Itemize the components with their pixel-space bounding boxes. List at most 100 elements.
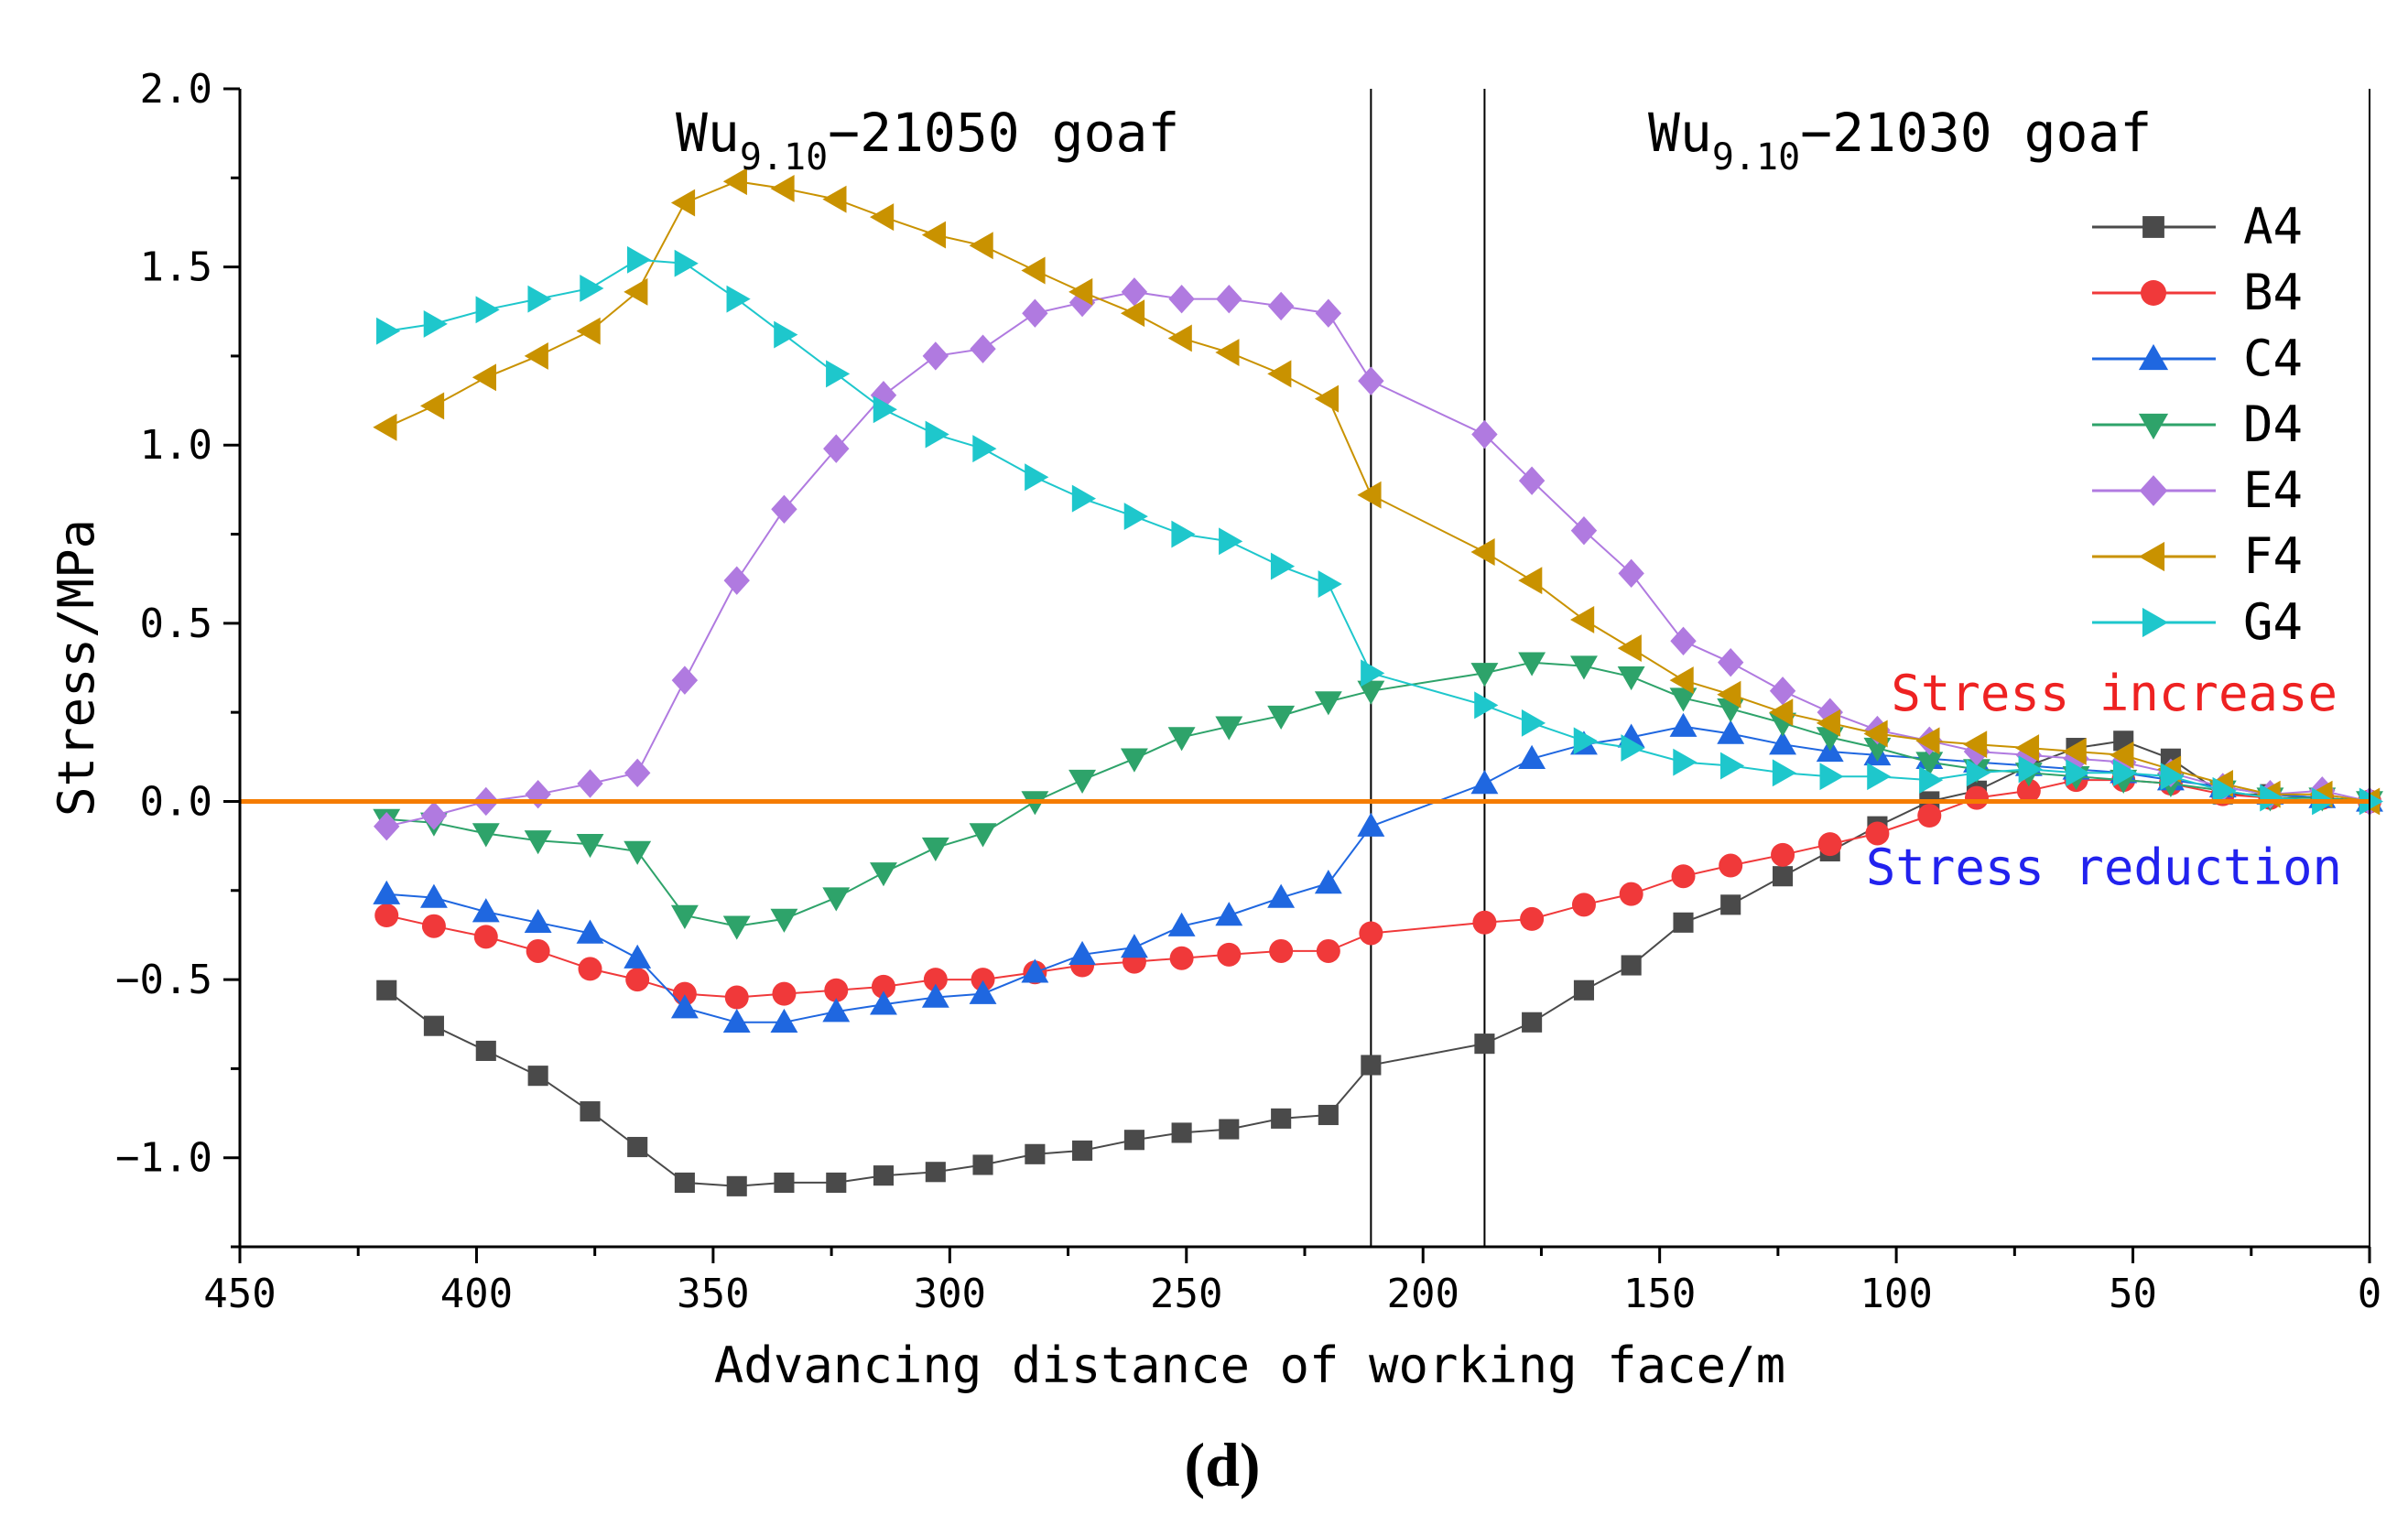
- point-b4-12: [971, 968, 995, 992]
- left-goaf-label: Wu9.10−21050 goaf: [676, 102, 1179, 179]
- point-c4-0: [373, 880, 401, 904]
- point-g4-19: [1318, 570, 1342, 598]
- point-d4-12: [969, 823, 997, 848]
- point-d4-16: [1167, 727, 1196, 752]
- point-b4-32: [2016, 778, 2041, 803]
- point-a4-19: [1318, 1104, 1339, 1126]
- point-g4-3: [527, 285, 552, 313]
- point-c4-26: [1717, 720, 1745, 744]
- x-tick-label-4: 250: [1150, 1271, 1222, 1317]
- point-b4-11: [923, 968, 948, 992]
- point-e4-12: [970, 334, 996, 363]
- point-g4-29: [1867, 763, 1892, 791]
- legend-entry-b4: B4: [2092, 264, 2303, 321]
- point-e4-5: [624, 758, 651, 788]
- legend-label-a4: A4: [2243, 198, 2303, 255]
- point-d4-5: [624, 840, 652, 865]
- left-goaf-label-subscript: 9.10: [740, 136, 828, 179]
- point-e4-27: [1769, 676, 1796, 706]
- point-b4-3: [526, 938, 550, 963]
- point-f4-20: [1357, 481, 1382, 509]
- point-g4-18: [1270, 552, 1296, 580]
- point-e4-1: [420, 801, 448, 830]
- y-tick-label-6: 2.0: [140, 66, 212, 113]
- point-b4-16: [1169, 946, 1194, 970]
- point-c4-25: [1669, 712, 1698, 737]
- point-f4-8: [770, 175, 795, 202]
- point-c4-17: [1215, 902, 1243, 926]
- point-f4-24: [1617, 634, 1642, 663]
- point-b4-2: [473, 925, 498, 949]
- point-c4-21: [1470, 770, 1499, 795]
- point-f4-2: [472, 363, 496, 392]
- point-g4-24: [1621, 734, 1645, 763]
- point-c4-4: [576, 919, 604, 944]
- legend-entry-g4: G4: [2092, 593, 2303, 651]
- point-b4-20: [1359, 921, 1383, 946]
- point-d4-4: [576, 833, 604, 859]
- x-axis-label: Advancing distance of working face/m: [714, 1337, 1785, 1394]
- point-e4-26: [1717, 647, 1744, 677]
- point-a4-9: [826, 1172, 847, 1193]
- point-f4-10: [870, 203, 895, 232]
- point-a4-11: [925, 1162, 946, 1183]
- point-f4-19: [1314, 384, 1340, 413]
- point-e4-15: [1121, 277, 1148, 307]
- y-axis-label: Stress/MPa: [48, 519, 105, 817]
- point-g4-7: [726, 285, 751, 313]
- point-g4-31: [1966, 759, 1990, 787]
- point-c4-5: [624, 944, 652, 969]
- point-e4-20: [1358, 366, 1384, 395]
- point-a4-4: [580, 1101, 601, 1122]
- point-a4-2: [475, 1040, 496, 1061]
- legend-label-g4: G4: [2243, 593, 2303, 651]
- point-a4-10: [873, 1165, 895, 1186]
- point-e4-7: [723, 566, 750, 595]
- point-b4-17: [1217, 942, 1242, 967]
- point-d4-24: [1617, 666, 1645, 691]
- point-f4-15: [1120, 299, 1145, 328]
- point-d4-14: [1068, 769, 1097, 795]
- point-g4-4: [580, 275, 604, 302]
- point-g4-14: [1071, 484, 1097, 513]
- series-c4-line: [386, 725, 2370, 1023]
- point-b4-7: [724, 985, 749, 1010]
- point-f4-33: [2062, 738, 2087, 765]
- legend-label-d4: D4: [2243, 395, 2303, 453]
- stress-reduction-label: Stress reduction: [1866, 839, 2342, 896]
- point-b4-4: [578, 957, 602, 981]
- point-d4-11: [921, 837, 949, 862]
- legend-marker-d4: [2138, 413, 2169, 440]
- legend-marker-e4: [2139, 475, 2168, 506]
- point-g4-17: [1219, 527, 1243, 556]
- point-g4-34: [2113, 759, 2138, 787]
- point-g4-28: [1819, 763, 1844, 791]
- point-c4-20: [1357, 812, 1385, 837]
- point-f4-31: [1963, 731, 1988, 759]
- point-b4-22: [1520, 906, 1545, 931]
- point-a4-26: [1720, 894, 1741, 915]
- y-tick-label-3: 0.5: [140, 601, 212, 647]
- point-d4-22: [1518, 652, 1546, 676]
- point-a4-23: [1573, 979, 1595, 1001]
- point-f4-11: [921, 221, 947, 249]
- x-tick-label-5: 200: [1386, 1271, 1459, 1317]
- point-f4-16: [1167, 324, 1192, 352]
- point-g4-9: [826, 360, 851, 388]
- point-c4-7: [722, 1008, 751, 1033]
- point-d4-23: [1570, 655, 1598, 680]
- point-a4-14: [1072, 1140, 1093, 1161]
- annotations: Wu9.10−21050 goaf Wu9.10−21030 goafStress…: [676, 102, 2342, 896]
- point-f4-14: [1068, 277, 1093, 306]
- y-tick-label-0: −1.0: [115, 1135, 212, 1182]
- point-g4-22: [1521, 709, 1546, 737]
- point-b4-21: [1472, 910, 1497, 935]
- point-f4-6: [670, 189, 696, 217]
- point-e4-4: [577, 769, 603, 798]
- point-f4-32: [2014, 734, 2040, 763]
- x-tick-label-3: 300: [914, 1271, 986, 1317]
- point-b4-29: [1865, 821, 1890, 846]
- point-c4-6: [670, 994, 699, 1019]
- point-a4-13: [1025, 1143, 1046, 1164]
- point-f4-34: [2110, 741, 2134, 769]
